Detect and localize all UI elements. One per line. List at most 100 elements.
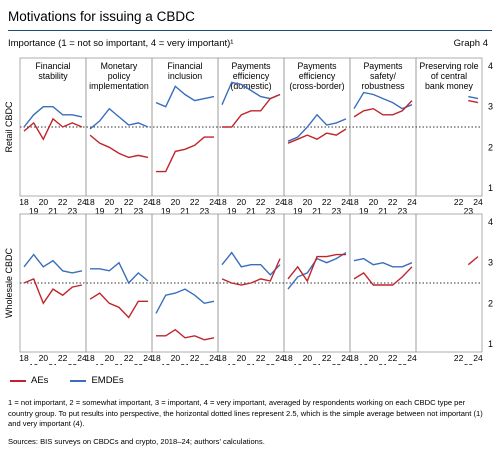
x-tick-label: 22 [58, 197, 68, 207]
x-tick-label: 23 [68, 362, 78, 365]
x-tick-label: 20 [39, 197, 49, 207]
x-tick-label: 22 [58, 353, 68, 363]
x-tick-label: 24 [209, 353, 219, 363]
x-tick-label: 19 [359, 206, 369, 216]
x-tick-label: 23 [134, 362, 144, 365]
x-tick-label: 19 [95, 206, 105, 216]
panel-title: of central [431, 71, 467, 81]
panel-title: stability [38, 71, 68, 81]
x-tick-label: 23 [332, 206, 342, 216]
x-tick-label: 22 [454, 197, 464, 207]
legend-swatch-aes [10, 379, 26, 382]
x-tick-label: 18 [349, 197, 359, 207]
x-tick-label: 21 [180, 206, 190, 216]
row-label: Wholesale CBDC [4, 247, 14, 318]
y-tick-label: 3 [488, 258, 493, 268]
series-line-emdes [221, 251, 281, 276]
panel-title: robustness [361, 81, 405, 91]
panel-title: Payments [363, 61, 403, 71]
panel-title: efficiency [299, 71, 336, 81]
x-tick-label: 19 [227, 206, 237, 216]
x-tick-label: 24 [143, 353, 153, 363]
x-tick-label: 18 [283, 353, 293, 363]
panel-title: Payments [297, 61, 337, 71]
x-tick-label: 20 [237, 353, 247, 363]
x-tick-label: 23 [134, 206, 144, 216]
x-tick-label: 20 [369, 353, 379, 363]
x-tick-label: 19 [227, 362, 237, 365]
series-line-aes [23, 277, 83, 305]
panel-title: Financial [167, 61, 202, 71]
series-line-aes [287, 253, 346, 283]
x-tick-label: 23 [200, 362, 210, 365]
panel-title: policy [108, 71, 131, 81]
x-tick-label: 24 [341, 353, 351, 363]
series-line-aes [156, 328, 215, 341]
series-line-aes [89, 292, 148, 319]
x-tick-label: 18 [283, 197, 293, 207]
x-tick-label: 21 [48, 206, 58, 216]
x-tick-label: 22 [124, 353, 134, 363]
series-line-emdes [287, 113, 347, 142]
legend-item-aes: AEs [10, 375, 48, 386]
series-line-emdes [89, 107, 149, 130]
series-line-aes [353, 266, 413, 286]
legend: AEs EMDEs [10, 375, 124, 386]
x-tick-label: 24 [341, 197, 351, 207]
x-tick-label: 20 [105, 197, 115, 207]
series-line-emdes [90, 261, 149, 285]
x-tick-label: 23 [200, 206, 210, 216]
series-line-emdes [155, 85, 215, 108]
x-tick-label: 24 [407, 197, 417, 207]
y-tick-label: 2 [488, 142, 493, 152]
x-tick-label: 19 [293, 206, 303, 216]
series-line-aes [468, 99, 479, 104]
y-tick-label: 2 [488, 298, 493, 308]
x-tick-label: 21 [48, 362, 58, 365]
x-tick-label: 21 [114, 206, 124, 216]
series-line-emdes [155, 288, 215, 314]
x-tick-label: 23 [398, 362, 408, 365]
series-line-aes [222, 93, 281, 128]
x-tick-label: 19 [29, 362, 39, 365]
graph-number: Graph 4 [453, 38, 488, 49]
legend-label-aes: AEs [31, 375, 49, 386]
x-tick-label: 20 [171, 353, 181, 363]
x-tick-label: 18 [151, 197, 161, 207]
footnote: 1 = not important, 2 = somewhat importan… [8, 398, 483, 428]
x-tick-label: 21 [312, 206, 322, 216]
x-tick-label: 21 [312, 362, 322, 365]
panel-title: (domestic) [230, 81, 271, 91]
x-tick-label: 22 [454, 353, 464, 363]
panel-title: implementation [89, 81, 149, 91]
series-line-aes [287, 128, 347, 144]
legend-label-emdes: EMDEs [91, 375, 124, 386]
x-tick-label: 21 [246, 362, 256, 365]
series-line-emdes [23, 253, 83, 274]
x-tick-label: 24 [143, 197, 153, 207]
x-tick-label: 21 [378, 206, 388, 216]
series-line-aes [156, 136, 214, 173]
y-tick-label: 4 [488, 217, 493, 227]
legend-swatch-emdes [70, 379, 87, 382]
series-line-emdes [353, 257, 413, 268]
x-tick-label: 18 [217, 197, 227, 207]
panel-title: Preserving role [419, 61, 478, 71]
x-tick-label: 21 [378, 362, 388, 365]
x-tick-label: 23 [332, 362, 342, 365]
x-tick-label: 22 [388, 197, 398, 207]
x-tick-label: 19 [95, 362, 105, 365]
panel-title: inclusion [168, 71, 202, 81]
x-tick-label: 23 [464, 206, 474, 216]
x-tick-label: 24 [77, 197, 87, 207]
panel-title: Financial [35, 61, 70, 71]
series-line-aes [353, 100, 413, 118]
x-tick-label: 21 [114, 362, 124, 365]
x-tick-label: 24 [473, 353, 483, 363]
x-tick-label: 20 [171, 197, 181, 207]
series-line-aes [89, 134, 149, 159]
x-tick-label: 22 [256, 197, 266, 207]
x-tick-label: 23 [398, 206, 408, 216]
y-tick-label: 1 [488, 339, 493, 349]
